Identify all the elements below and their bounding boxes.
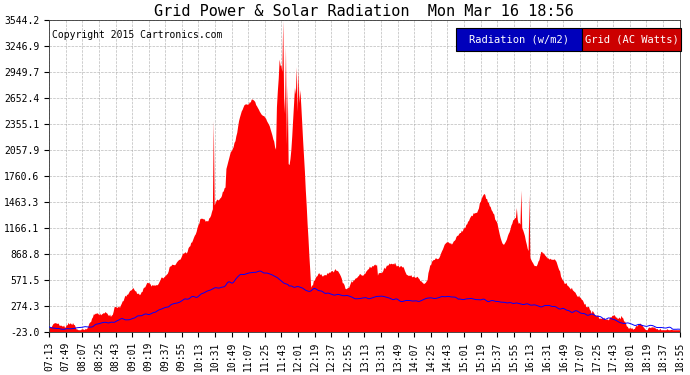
Text: Radiation (w/m2): Radiation (w/m2) [469,35,569,45]
Title: Grid Power & Solar Radiation  Mon Mar 16 18:56: Grid Power & Solar Radiation Mon Mar 16 … [155,4,574,19]
Text: Grid (AC Watts): Grid (AC Watts) [585,35,678,45]
Text: Copyright 2015 Cartronics.com: Copyright 2015 Cartronics.com [52,30,223,40]
FancyBboxPatch shape [456,28,582,51]
FancyBboxPatch shape [582,28,682,51]
